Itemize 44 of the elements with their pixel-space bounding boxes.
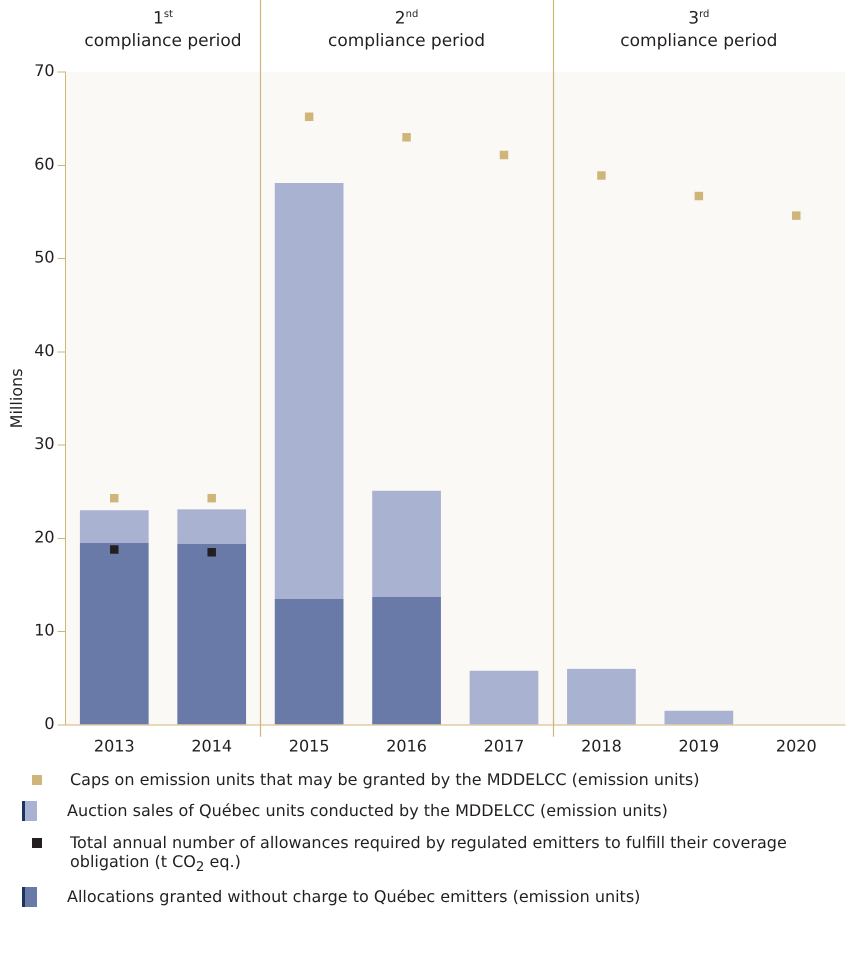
bar xyxy=(274,182,344,599)
y-tick-label: 50 xyxy=(34,248,55,267)
bar xyxy=(664,710,734,724)
y-tick-label: 60 xyxy=(34,154,55,174)
x-tick-label: 2017 xyxy=(484,736,524,756)
y-tick-label: 0 xyxy=(44,714,55,733)
bar xyxy=(80,510,149,543)
bar xyxy=(372,597,441,724)
y-tick-label: 70 xyxy=(34,61,55,80)
bar xyxy=(80,542,149,724)
y-tick-label: 30 xyxy=(34,434,55,454)
x-tick-label: 2019 xyxy=(678,736,720,756)
bar xyxy=(274,598,344,724)
band-label: 3$^{rd}$ compliance period xyxy=(619,8,778,52)
point xyxy=(304,112,314,122)
point xyxy=(694,192,704,200)
point xyxy=(207,494,216,502)
legend-label: Allocations granted without charge to Québec emitters (emission units) xyxy=(67,887,640,906)
bar xyxy=(470,670,538,724)
point xyxy=(207,548,216,557)
y-axis-title: Millions xyxy=(6,368,26,428)
bar xyxy=(177,509,246,544)
bar xyxy=(372,490,441,598)
x-tick-label: 2013 xyxy=(94,736,135,756)
x-tick-label: 2015 xyxy=(288,736,330,756)
x-tick-label: 2018 xyxy=(581,736,622,756)
y-tick-label: 40 xyxy=(34,340,55,360)
y-tick-label: 20 xyxy=(34,527,55,546)
point xyxy=(402,133,411,142)
y-tick-label: 10 xyxy=(34,620,55,640)
band-label: 1$^{st}$ compliance period xyxy=(83,8,243,52)
x-tick-label: 2016 xyxy=(386,736,427,756)
bar xyxy=(567,668,636,724)
x-tick-label: 2014 xyxy=(191,736,232,756)
legend-label: Auction sales of Québec units conducted by the MDDELCC (emission units) xyxy=(67,801,668,820)
point xyxy=(597,171,606,180)
point xyxy=(792,211,801,220)
point xyxy=(110,494,119,502)
x-tick-label: 2020 xyxy=(776,736,817,756)
band-label: 2$^{nd}$ compliance period xyxy=(326,8,486,52)
bar xyxy=(177,544,246,724)
legend-label: Total annual number of allowances required by regulated emitters to fulfill their coverage obligation (t CO$_{2}$ eq.) xyxy=(70,833,788,876)
legend-label: Caps on emission units that may be granted by the MDDELCC (emission units) xyxy=(70,770,700,789)
point xyxy=(110,545,119,554)
